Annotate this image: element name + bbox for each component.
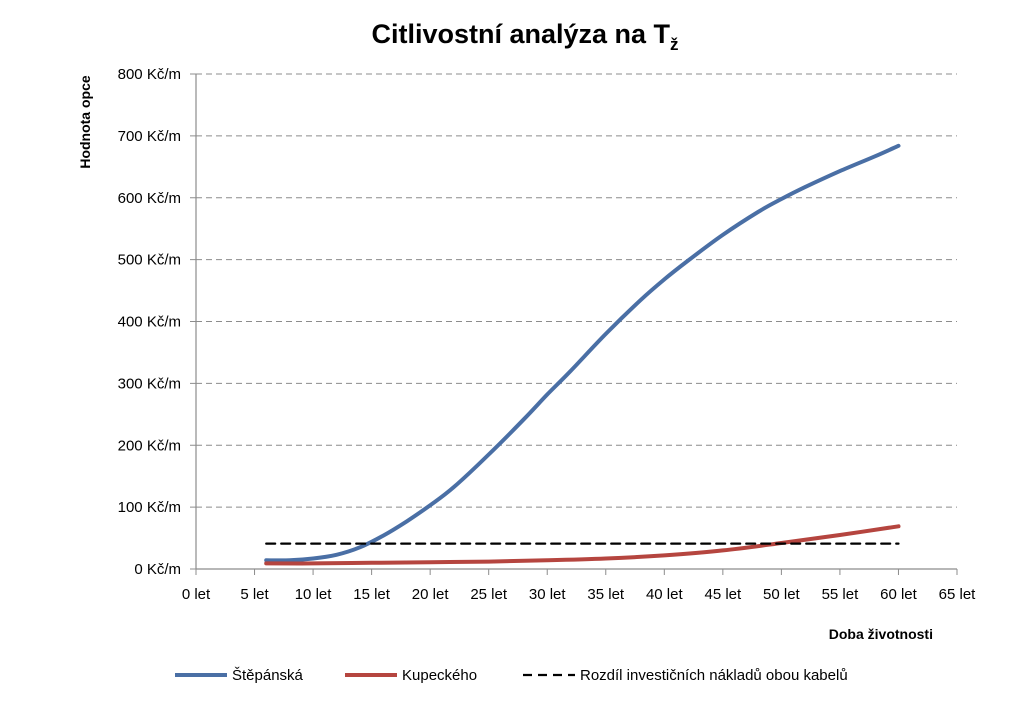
x-tick-label: 5 let (240, 586, 269, 603)
x-tick-label: 40 let (646, 586, 684, 603)
series-kupeckeho-line (264, 524, 901, 566)
x-tick-label: 30 let (529, 586, 567, 603)
chart-title: Citlivostní analýza na Tž (371, 19, 678, 54)
legend-label-cost-difference: Rozdíl investičních nákladů obou kabelů (580, 667, 848, 684)
y-tick-label: 300 Kč/m (118, 375, 181, 392)
x-tick-label: 50 let (763, 586, 801, 603)
legend: Štěpánská Kupeckého Rozdíl investičních ná… (175, 667, 848, 684)
x-tick-label: 45 let (704, 586, 742, 603)
x-tick-label: 25 let (470, 586, 508, 603)
x-tick-label: 35 let (587, 586, 625, 603)
y-tick-label: 0 Kč/m (134, 561, 181, 578)
y-tick-label: 100 Kč/m (118, 499, 181, 516)
legend-label-kupeckeho: Kupeckého (402, 667, 477, 684)
x-tick-label: 20 let (412, 586, 450, 603)
x-tick-label: 0 let (182, 586, 211, 603)
y-tick-label: 700 Kč/m (118, 128, 181, 145)
gridlines (196, 73, 957, 508)
y-tick-label: 500 Kč/m (118, 252, 181, 269)
x-axis-title: Doba životnosti (829, 626, 933, 642)
y-tick-label: 200 Kč/m (118, 437, 181, 454)
series-layer (264, 143, 901, 566)
y-axis-title: Hodnota opce (77, 75, 93, 169)
x-tick-label: 60 let (880, 586, 918, 603)
y-tick-label: 600 Kč/m (118, 190, 181, 207)
series-stepanska-line (264, 143, 901, 563)
y-tick-label: 800 Kč/m (118, 66, 181, 83)
legend-label-stepanska: Štěpánská (232, 667, 304, 684)
y-axis-ticks: 0 Kč/m 100 Kč/m 200 Kč/m 300 Kč/m 400 Kč/m 50… (118, 66, 196, 578)
x-tick-label: 15 let (353, 586, 391, 603)
y-tick-label: 400 Kč/m (118, 314, 181, 331)
x-tick-label: 65 let (939, 586, 977, 603)
x-tick-label: 55 let (822, 586, 860, 603)
x-axis-ticks: 0 let 5 let 10 let 15 let 20 let 25 let 30 let… (182, 569, 976, 603)
x-tick-label: 10 let (295, 586, 333, 603)
